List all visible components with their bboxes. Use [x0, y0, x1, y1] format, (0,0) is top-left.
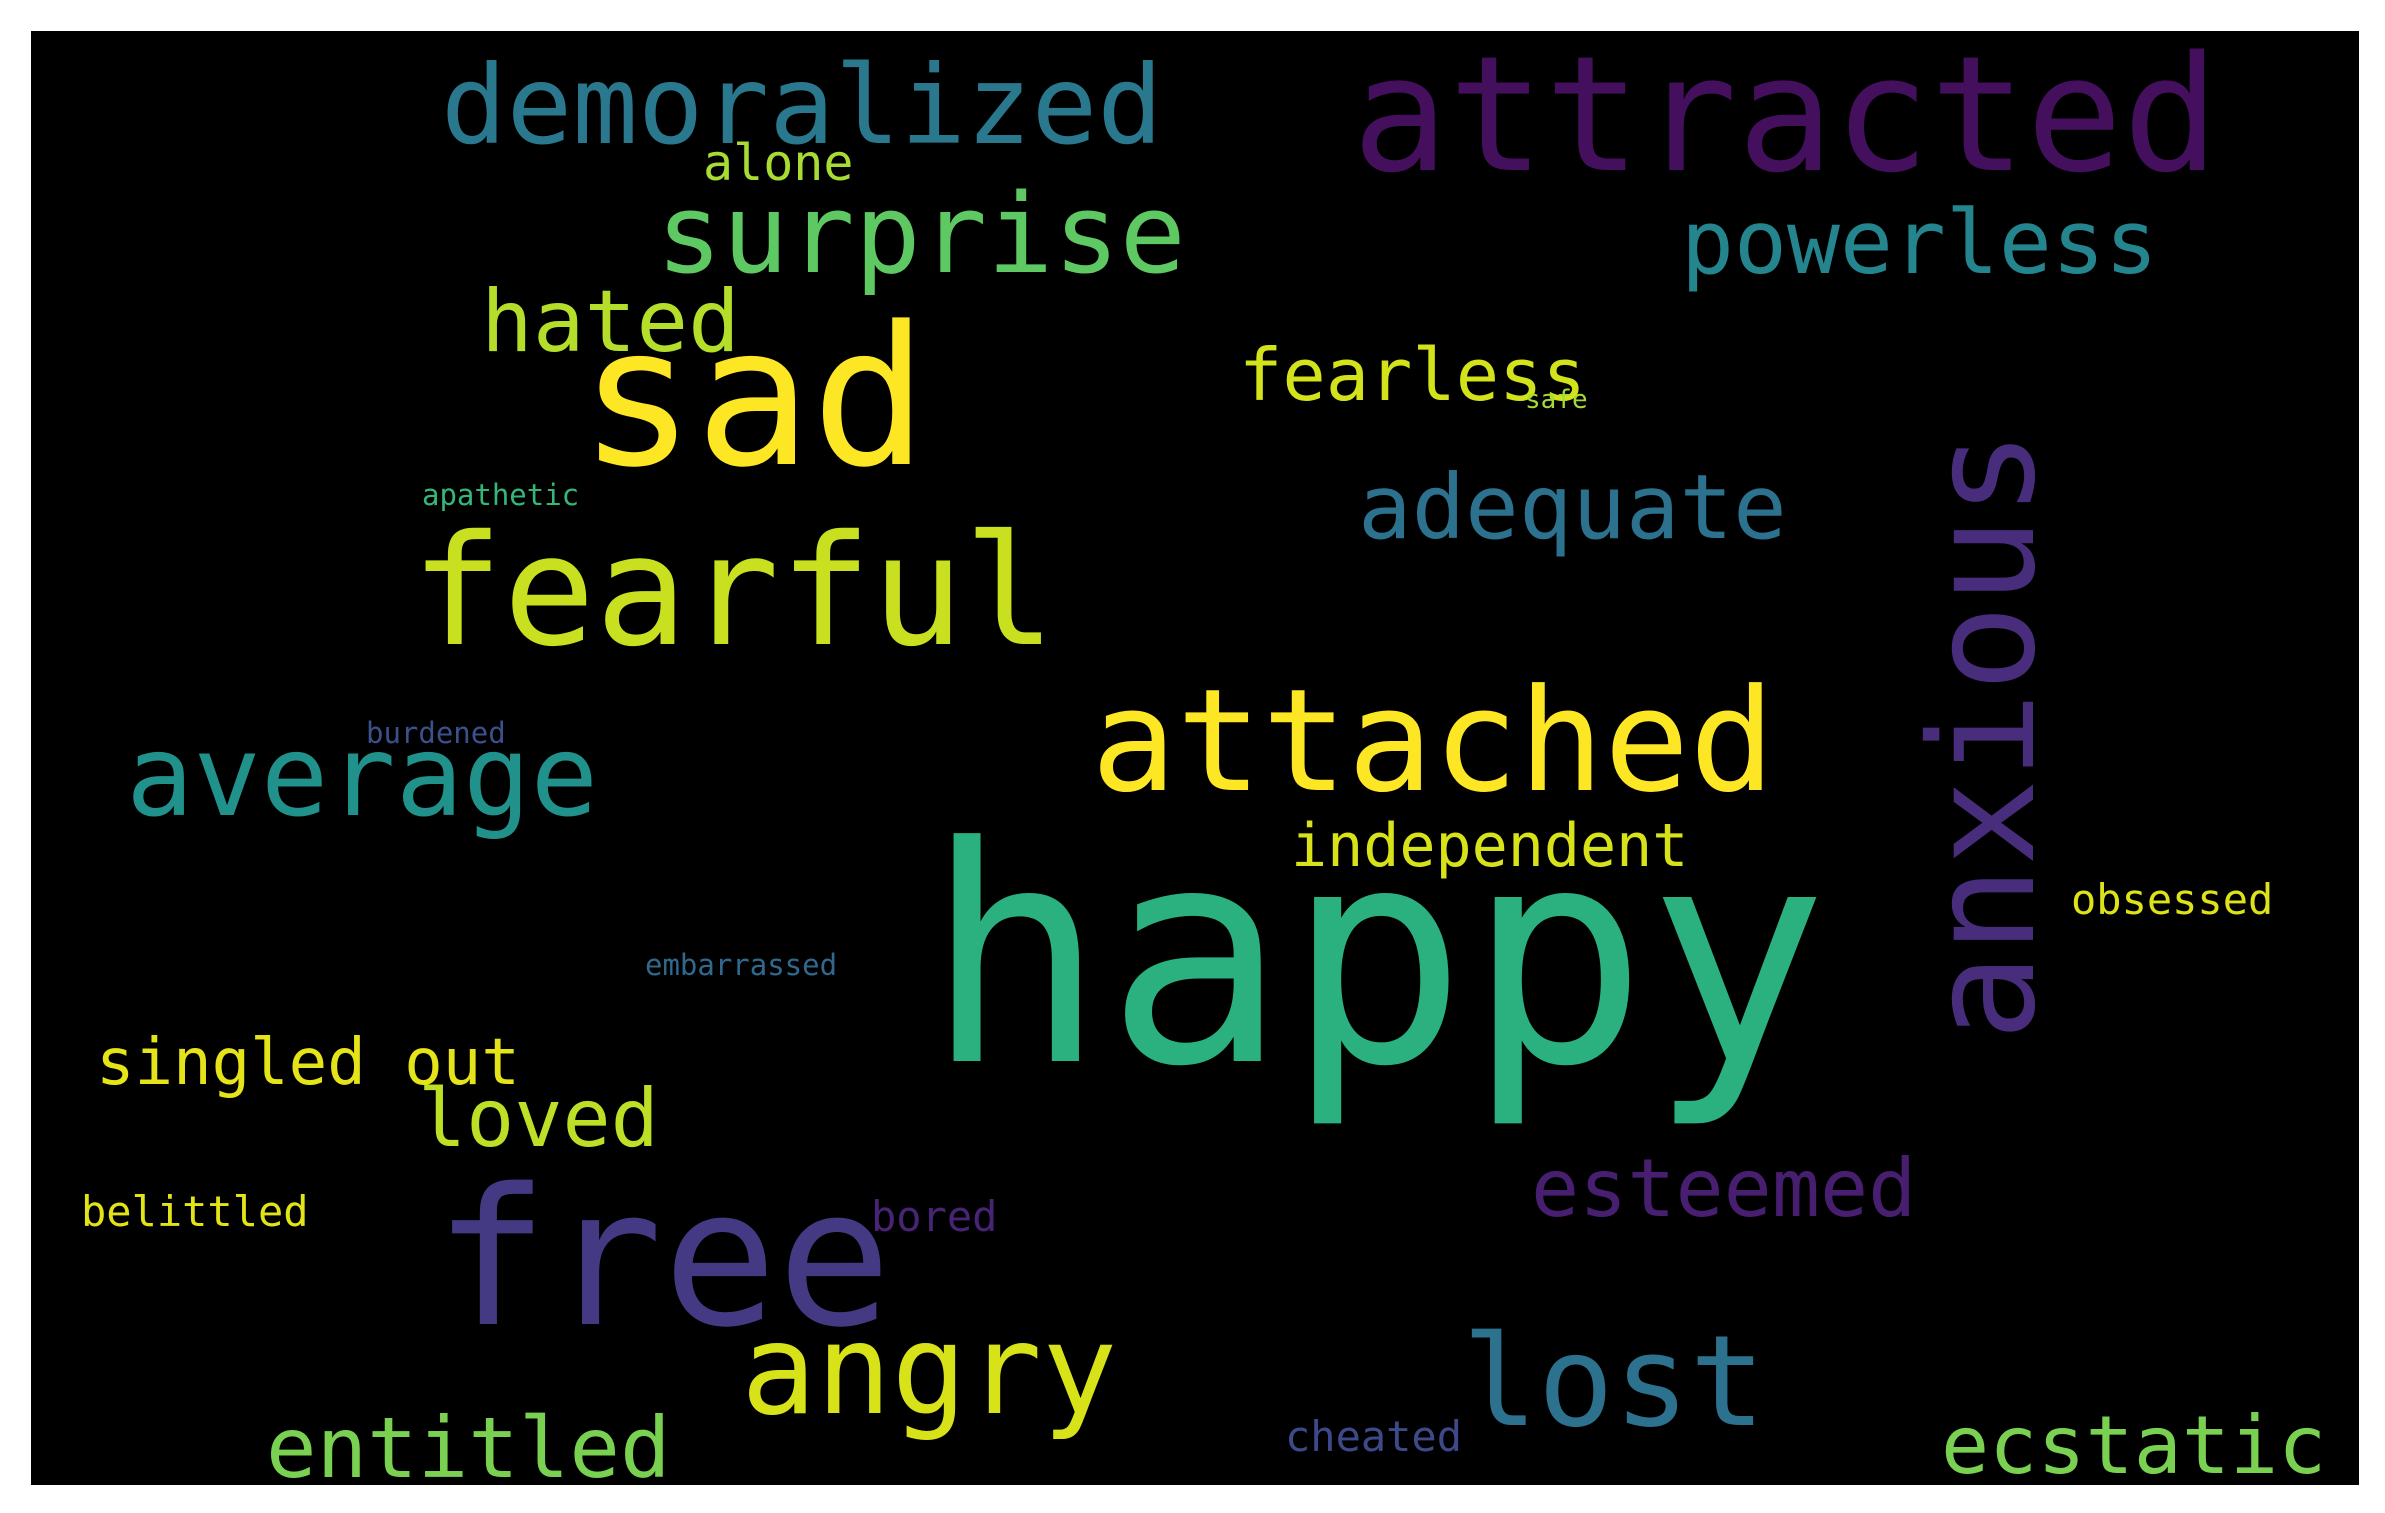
word-fearless: fearless — [1239, 333, 1586, 417]
word-safe: safe — [1525, 385, 1588, 415]
word-alone: alone — [703, 134, 854, 192]
word-free: free — [434, 1148, 892, 1369]
word-attached: attached — [1091, 659, 1775, 824]
word-angry: angry — [741, 1298, 1118, 1443]
word-apathetic: apathetic — [422, 478, 580, 512]
word-average: average — [126, 712, 599, 842]
word-esteemed: esteemed — [1531, 1142, 1917, 1235]
word-hated: hated — [481, 272, 740, 372]
word-bored: bored — [871, 1192, 998, 1241]
word-loved: loved — [418, 1072, 659, 1165]
word-singled-out: singled out — [96, 1026, 520, 1100]
word-obsessed: obsessed — [2071, 875, 2274, 924]
word-burdened: burdened — [366, 716, 506, 750]
word-ecstatic: ecstatic — [1941, 1399, 2327, 1486]
word-cheated: cheated — [1285, 1412, 1463, 1461]
word-independent: independent — [1291, 811, 1689, 881]
word-embarrassed: embarrassed — [645, 948, 838, 982]
word-belittled: belittled — [81, 1187, 309, 1236]
word-entitled: entitled — [266, 1399, 671, 1485]
word-powerless: powerless — [1681, 191, 2158, 294]
word-happy: happy — [925, 783, 1829, 1132]
word-anxious: anxious — [1899, 429, 2068, 1041]
word-surprise: surprise — [656, 170, 1186, 298]
word-demoralized: demoralized — [441, 42, 1163, 169]
word-fearful: fearful — [411, 503, 1056, 681]
word-adequate: adequate — [1358, 455, 1787, 559]
word-attracted: attracted — [1352, 31, 2219, 208]
word-cloud: happy sad attracted fearful anxious free… — [31, 31, 2359, 1485]
word-sad: sad — [579, 285, 928, 510]
word-lost: lost — [1462, 1308, 1766, 1455]
